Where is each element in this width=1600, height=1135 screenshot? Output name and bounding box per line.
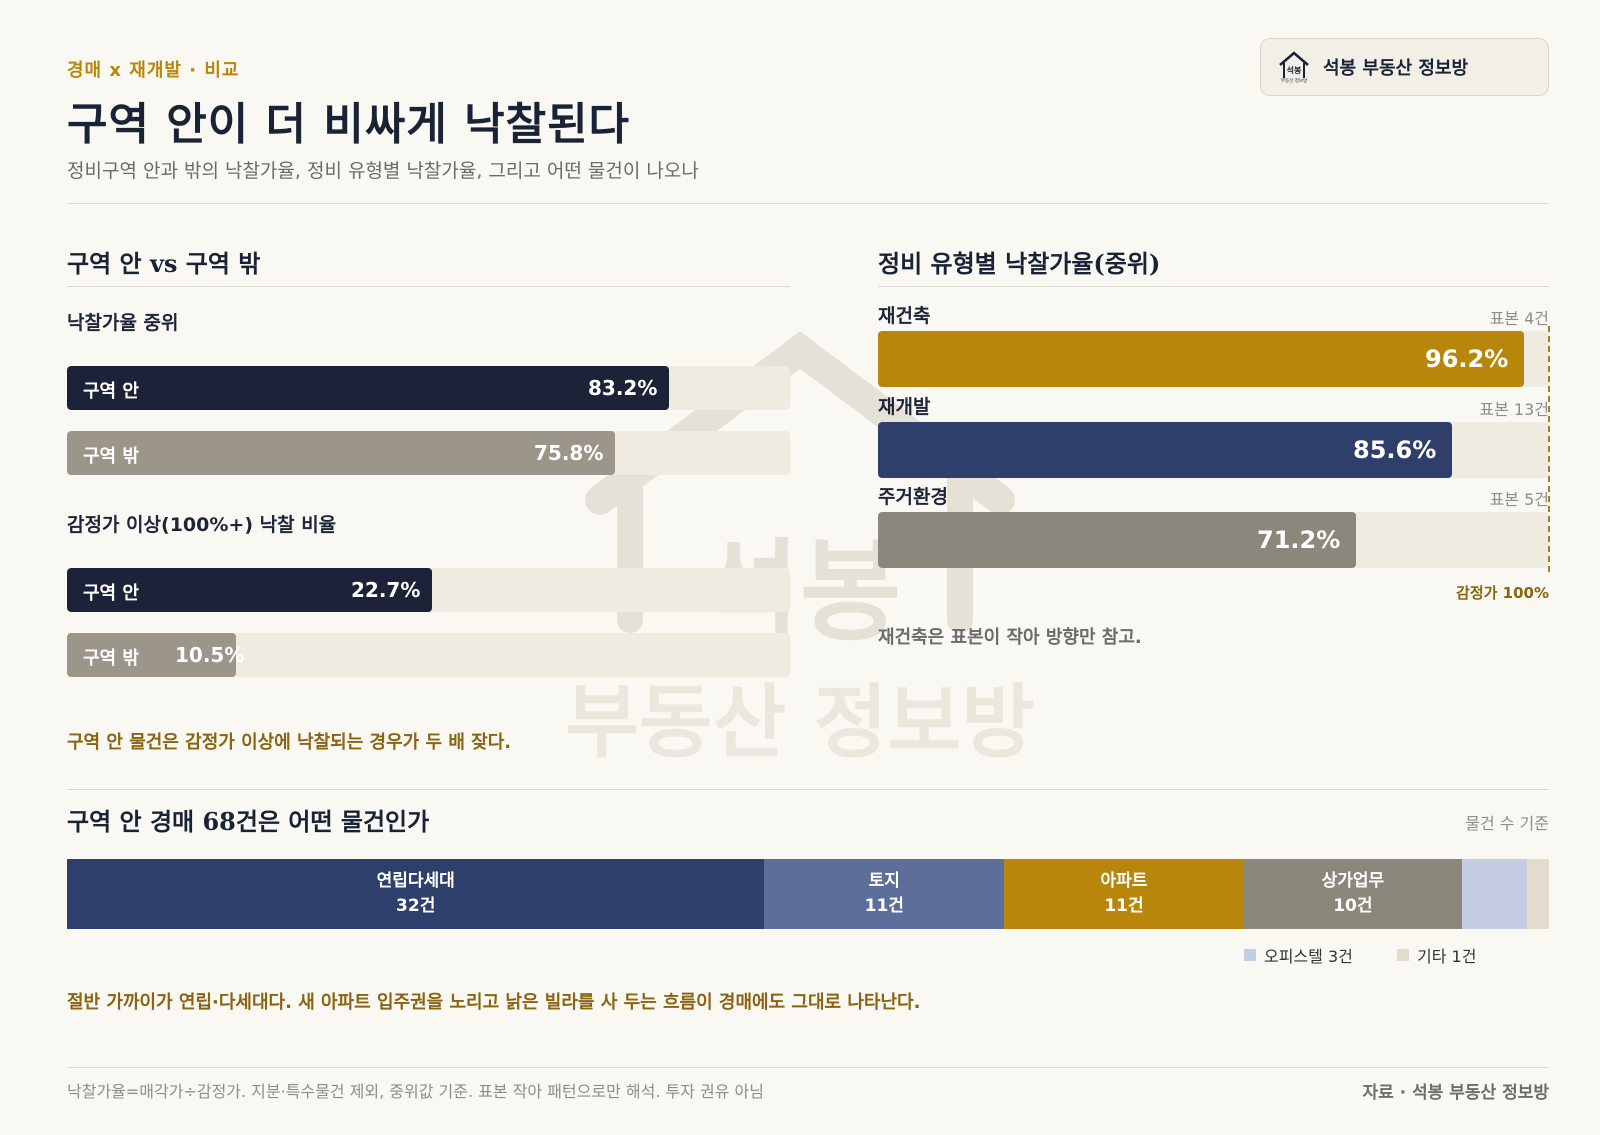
type-sample-rebuild: 표본 4건 — [1489, 309, 1549, 328]
type-sample-residential: 표본 5건 — [1489, 490, 1549, 509]
type-track-redevelop: 85.6% — [878, 422, 1549, 478]
right-section-divider — [878, 286, 1549, 287]
stack-segment-count: 10건 — [1333, 896, 1373, 916]
house-logo-icon: 석봉 부동산 정보방 — [1279, 51, 1309, 84]
stack-segment-label: 연립다세대 — [376, 871, 455, 891]
bar-zone-in-over100 — [67, 568, 432, 612]
stack-segment — [1461, 859, 1528, 929]
bar-track-zone-in-rate: 구역 안 83.2% — [67, 366, 790, 410]
bar-track-zone-out-rate: 구역 밖 75.8% — [67, 431, 790, 475]
bar-zone-out-rate — [67, 431, 615, 475]
bar-zone-out-over100 — [67, 633, 236, 677]
type-label-redevelop: 재개발 — [878, 396, 931, 418]
type-value-rebuild: 96.2% — [1425, 345, 1509, 373]
bar-zone-in-rate — [67, 366, 669, 410]
type-value-redevelop: 85.6% — [1353, 436, 1437, 464]
type-track-rebuild: 96.2% — [878, 331, 1549, 387]
type-track-residential: 71.2% — [878, 512, 1549, 568]
bar-label-zone-in-2: 구역 안 — [83, 583, 139, 604]
footer-disclaimer: 낙찰가율=매각가÷감정가. 지분·특수물건 제외, 중위값 기준. 표본 작아 … — [67, 1082, 764, 1101]
stack-segment: 상가업무 10건 — [1243, 859, 1462, 929]
eyebrow: 경매 x 재개발 · 비교 — [67, 60, 240, 81]
svg-text:부동산 정보방: 부동산 정보방 — [1281, 77, 1307, 84]
stack-segment — [1527, 859, 1549, 929]
right-note: 재건축은 표본이 작아 방향만 참고. — [878, 627, 1142, 648]
legend-label-other: 기타 1건 — [1417, 947, 1477, 966]
type-bar-redevelop — [878, 422, 1452, 478]
left-section-divider — [67, 286, 790, 287]
left-note: 구역 안 물건은 감정가 이상에 낙찰되는 경우가 두 배 잦다. — [67, 732, 512, 753]
legend-officetel: 오피스텔 3건 — [1244, 943, 1353, 967]
type-sample-redevelop: 표본 13건 — [1479, 400, 1549, 419]
brand-name: 석봉 부동산 정보방 — [1323, 58, 1469, 79]
legend-swatch-other — [1397, 949, 1409, 961]
legend-other: 기타 1건 — [1397, 943, 1476, 967]
bottom-note: 절반 가까이가 연립·다세대다. 새 아파트 입주권을 노리고 낡은 빌라를 사… — [67, 992, 921, 1013]
legend-label-officetel: 오피스텔 3건 — [1264, 947, 1353, 966]
stack-segment-label: 아파트 — [1100, 871, 1148, 891]
type-bar-residential — [878, 512, 1356, 568]
stack-segment: 토지 11건 — [764, 859, 1005, 929]
footer-source: 자료 · 석봉 부동산 정보방 — [1362, 1083, 1549, 1103]
type-label-rebuild: 재건축 — [878, 305, 931, 327]
bar-value-zone-out-over100: 10.5% — [175, 643, 245, 667]
left-section-title: 구역 안 vs 구역 밖 — [67, 249, 261, 278]
stack-segment-label: 상가업무 — [1321, 871, 1385, 891]
stack-segment-label: 토지 — [868, 871, 900, 891]
reference-line-100 — [1548, 326, 1550, 572]
stacked-bar: 연립다세대 32건 토지 11건 아파트 11건 상가업무 10건 — [67, 859, 1549, 929]
type-bar-rebuild — [878, 331, 1524, 387]
svg-text:부동산 정보방: 부동산 정보방 — [565, 676, 1034, 769]
legend-swatch-officetel — [1244, 949, 1256, 961]
footer-divider — [67, 1067, 1549, 1068]
metric2-label: 감정가 이상(100%+) 낙찰 비율 — [67, 514, 337, 536]
page-subtitle: 정비구역 안과 밖의 낙찰가율, 정비 유형별 낙찰가율, 그리고 어떤 물건이… — [67, 160, 699, 182]
bar-track-zone-in-over100: 구역 안 22.7% — [67, 568, 790, 612]
bar-label-zone-out-2: 구역 밖 — [83, 648, 139, 669]
type-value-residential: 71.2% — [1257, 526, 1341, 554]
svg-text:석봉: 석봉 — [1287, 65, 1302, 75]
bar-label-zone-out: 구역 밖 — [83, 446, 139, 467]
bar-label-zone-in: 구역 안 — [83, 381, 139, 402]
stack-segment-count: 32건 — [396, 896, 436, 916]
stack-segment: 연립다세대 32건 — [67, 859, 765, 929]
stack-segment-count: 11건 — [864, 896, 904, 916]
stack-segment-count: 11건 — [1104, 896, 1144, 916]
page-title: 구역 안이 더 비싸게 낙찰된다 — [67, 99, 631, 150]
header-divider — [67, 203, 1549, 204]
bar-value-zone-out-rate: 75.8% — [534, 441, 604, 465]
bottom-basis: 물건 수 기준 — [1465, 814, 1549, 833]
stack-segment: 아파트 11건 — [1004, 859, 1244, 929]
bottom-divider — [67, 789, 1549, 790]
bar-track-zone-out-over100: 구역 밖 10.5% — [67, 633, 790, 677]
bar-value-zone-in-rate: 83.2% — [588, 376, 658, 400]
bar-value-zone-in-over100: 22.7% — [351, 578, 421, 602]
metric1-label: 낙찰가율 중위 — [67, 312, 179, 334]
bottom-section-title: 구역 안 경매 68건은 어떤 물건인가 — [67, 807, 430, 836]
brand-badge: 석봉 부동산 정보방 석봉 부동산 정보방 — [1260, 38, 1549, 96]
right-section-title: 정비 유형별 낙찰가율(중위) — [878, 249, 1161, 278]
reference-label: 감정가 100% — [1456, 584, 1549, 602]
type-label-residential: 주거환경 — [878, 486, 948, 508]
